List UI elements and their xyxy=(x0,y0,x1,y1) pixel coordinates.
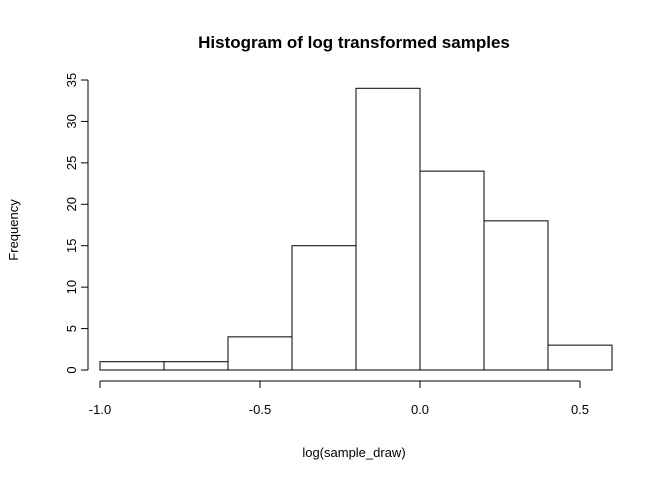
histogram-bar-3 xyxy=(291,245,357,371)
y-axis: 0 5 10 15 20 25 30 35 xyxy=(64,73,89,374)
y-tick-label-3: 15 xyxy=(64,238,79,252)
bars-group xyxy=(99,87,613,371)
y-tick-label-6: 30 xyxy=(64,114,79,128)
histogram-bar-6 xyxy=(483,220,549,371)
y-tick-label-7: 35 xyxy=(64,73,79,87)
y-tick-label-4: 20 xyxy=(64,197,79,211)
y-tick-label-0: 0 xyxy=(64,366,79,373)
x-tick-label-2: 0.0 xyxy=(411,402,429,417)
y-tick-label-5: 25 xyxy=(64,156,79,170)
chart-title: Histogram of log transformed samples xyxy=(198,33,510,52)
x-axis-label: log(sample_draw) xyxy=(302,445,405,460)
histogram-bar-5 xyxy=(419,170,485,371)
histogram-bar-7 xyxy=(547,344,613,371)
y-tick-label-1: 5 xyxy=(64,325,79,332)
x-tick-label-0: -1.0 xyxy=(89,402,111,417)
histogram-bar-2 xyxy=(227,336,293,371)
x-tick-label-1: -0.5 xyxy=(249,402,271,417)
histogram-bar-0 xyxy=(99,361,165,371)
y-tick-label-2: 10 xyxy=(64,280,79,294)
y-axis-label: Frequency xyxy=(6,199,21,261)
histogram-bar-4 xyxy=(355,87,421,371)
histogram-bar-1 xyxy=(163,361,229,371)
x-axis: -1.0 -0.5 0.0 0.5 xyxy=(89,380,589,417)
x-tick-label-3: 0.5 xyxy=(571,402,589,417)
